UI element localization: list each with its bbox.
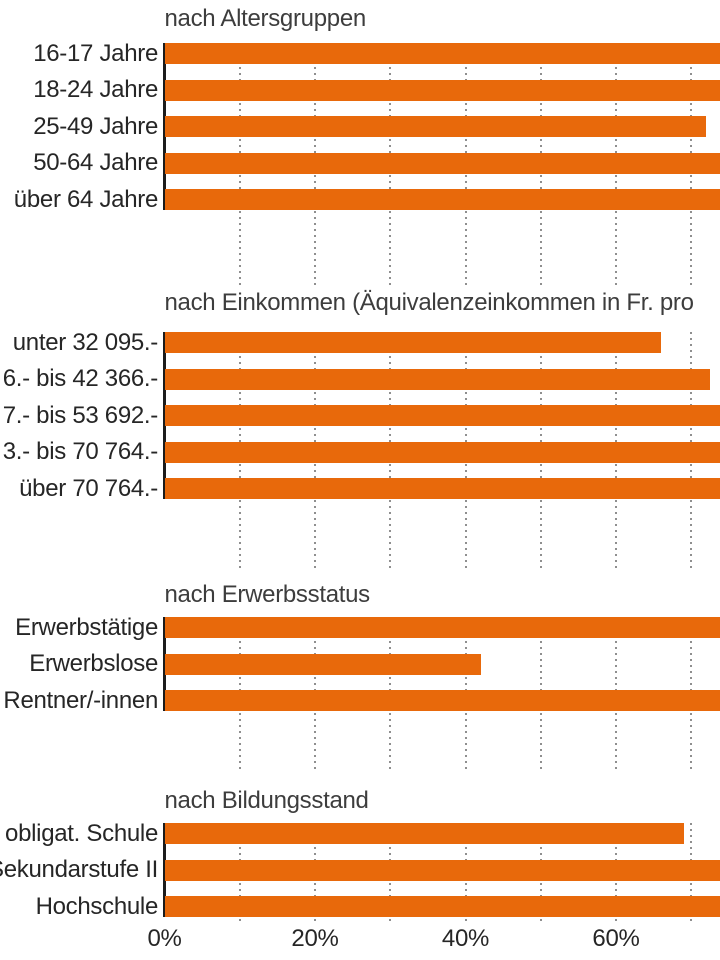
section-title: nach Bildungsstand [164,787,369,814]
bar [165,332,662,353]
x-axis-tick-label: 40% [441,925,490,952]
bar [165,43,720,64]
bar-label: 25-49 Jahre [33,112,158,140]
bar-label: Erwerbstätige [15,613,158,641]
bar-label: 7.- bis 53 692.- [2,401,159,429]
bar [165,441,720,463]
y-axis-line [162,43,166,211]
bar-label: obligat. Schule [5,819,158,847]
x-axis-tick-label: 20% [291,925,339,952]
bar [165,690,720,712]
bar [165,189,720,211]
bar-label: 50-64 Jahre [33,149,158,177]
y-axis-line [162,332,166,500]
bar [165,478,720,500]
bar [165,617,720,638]
section-title: nach Altersgruppen [164,5,367,32]
bar-label: 18-24 Jahre [33,76,158,104]
bar-label: Erwerbslose [29,650,158,678]
bar-label: 6.- bis 42 366.- [2,365,159,393]
bar [165,653,481,675]
section-title: nach Erwerbsstatus [164,581,371,608]
bar [165,823,684,844]
bar-label: über 70 764.- [19,474,158,502]
bar [165,152,720,174]
bar [165,859,720,881]
bar-label: Hochschule [35,892,159,920]
bar-label: 3.- bis 70 764.- [2,438,159,466]
bar-label: über 64 Jahre [13,185,159,213]
y-axis-line [162,823,166,918]
bar-label: Rentner/-innen [3,686,158,714]
bar-label: 16-17 Jahre [33,39,158,67]
bar-label: Sekundarstufe II [0,856,158,884]
y-axis-line [162,617,166,712]
bar [165,79,720,101]
bar [165,116,707,138]
bar [165,896,720,918]
bar [165,405,720,427]
x-axis-tick-label: 60% [592,925,640,952]
bar-label: unter 32 095.- [12,328,159,356]
x-axis-tick-label: 0% [147,925,182,952]
bar [165,368,711,390]
section-title: nach Einkommen (Äquivalenzeinkommen in F… [164,289,694,316]
